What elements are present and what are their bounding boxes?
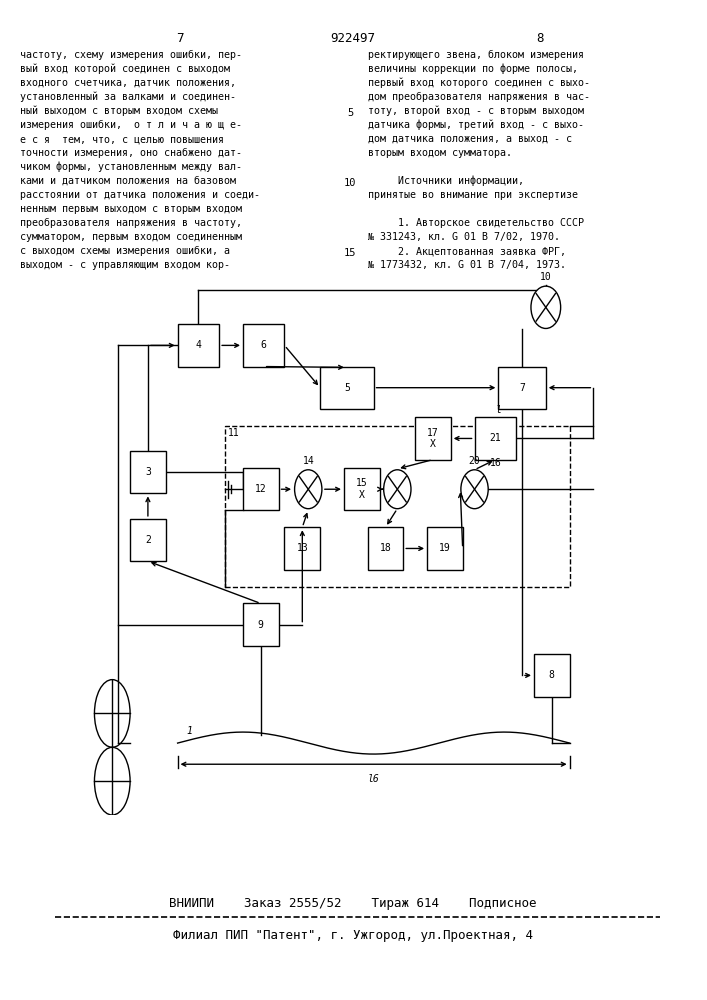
Text: 7: 7 <box>519 383 525 393</box>
Text: 15
X: 15 X <box>356 478 368 500</box>
Bar <box>130 451 165 493</box>
Text: 14: 14 <box>303 456 314 466</box>
Text: 8: 8 <box>549 670 555 680</box>
Text: 9: 9 <box>258 620 264 630</box>
Text: 7: 7 <box>176 32 184 45</box>
Text: тоту, второй вход - с вторым выходом: тоту, второй вход - с вторым выходом <box>368 106 584 116</box>
Text: дом датчика положения, а выход - с: дом датчика положения, а выход - с <box>368 134 572 144</box>
Text: 12: 12 <box>255 484 267 494</box>
Text: принятые во внимание при экспертизе: принятые во внимание при экспертизе <box>368 190 578 200</box>
Ellipse shape <box>95 747 130 815</box>
Text: величины коррекции по форме полосы,: величины коррекции по форме полосы, <box>368 64 578 75</box>
Bar <box>225 426 570 587</box>
Text: Филиал ПИП "Патент", г. Ужгород, ул.Проектная, 4: Филиал ПИП "Патент", г. Ужгород, ул.Прое… <box>173 928 533 942</box>
Text: 19: 19 <box>439 543 451 553</box>
Text: сумматором, первым входом соединенным: сумматором, первым входом соединенным <box>20 232 242 242</box>
Bar <box>177 324 219 367</box>
Text: 8: 8 <box>536 32 544 45</box>
Text: 4: 4 <box>195 340 201 350</box>
Text: 18: 18 <box>380 543 392 553</box>
Text: 15: 15 <box>344 248 356 258</box>
Text: ненным первым выходом с вторым входом: ненным первым выходом с вторым входом <box>20 204 242 214</box>
Text: измерения ошибки,  о т л и ч а ю щ е-: измерения ошибки, о т л и ч а ю щ е- <box>20 120 242 130</box>
Text: 2. Акцептованная заявка ФРГ,: 2. Акцептованная заявка ФРГ, <box>368 246 566 256</box>
Text: дом преобразователя напряжения в час-: дом преобразователя напряжения в час- <box>368 92 590 102</box>
Text: 13: 13 <box>296 543 308 553</box>
Text: первый вход которого соединен с выхо-: первый вход которого соединен с выхо- <box>368 78 590 89</box>
Text: входного счетчика, датчик положения,: входного счетчика, датчик положения, <box>20 78 236 88</box>
Text: ками и датчиком положения на базовом: ками и датчиком положения на базовом <box>20 176 236 186</box>
Text: ный выходом с вторым входом схемы: ный выходом с вторым входом схемы <box>20 106 218 116</box>
Text: 10: 10 <box>344 178 356 188</box>
Text: l6: l6 <box>368 774 380 784</box>
Text: Источники информации,: Источники информации, <box>368 176 524 186</box>
Bar <box>474 417 516 460</box>
Text: с выходом схемы измерения ошибки, а: с выходом схемы измерения ошибки, а <box>20 246 230 256</box>
Text: 20: 20 <box>469 456 481 466</box>
Bar <box>534 654 570 697</box>
Text: ректирующего звена, блоком измерения: ректирующего звена, блоком измерения <box>368 50 584 60</box>
Bar <box>415 417 451 460</box>
Text: чиком формы, установленным между вал-: чиком формы, установленным между вал- <box>20 162 242 172</box>
Text: установленный за валками и соединен-: установленный за валками и соединен- <box>20 92 236 103</box>
Bar <box>243 324 284 367</box>
Text: 3: 3 <box>145 467 151 477</box>
Bar <box>320 367 373 409</box>
Text: выходом - с управляющим входом кор-: выходом - с управляющим входом кор- <box>20 260 230 270</box>
Circle shape <box>461 470 489 509</box>
Text: 922497: 922497 <box>330 32 375 45</box>
Text: l: l <box>496 405 501 415</box>
Text: 1. Авторское свидетельство СССР: 1. Авторское свидетельство СССР <box>368 218 584 228</box>
Text: 6: 6 <box>261 340 267 350</box>
Text: 5: 5 <box>344 383 350 393</box>
Text: 11: 11 <box>228 428 239 438</box>
Text: датчика формы, третий вход - с выхо-: датчика формы, третий вход - с выхо- <box>368 120 584 130</box>
Text: 5: 5 <box>347 108 353 118</box>
Bar <box>344 468 380 510</box>
Bar <box>427 527 462 570</box>
Text: преобразователя напряжения в частоту,: преобразователя напряжения в частоту, <box>20 218 242 228</box>
Bar <box>284 527 320 570</box>
Text: 2: 2 <box>145 535 151 545</box>
Text: вторым входом сумматора.: вторым входом сумматора. <box>368 148 512 158</box>
Text: вый вход которой соединен с выходом: вый вход которой соединен с выходом <box>20 64 230 75</box>
Text: 21: 21 <box>489 433 501 443</box>
Circle shape <box>295 470 322 509</box>
Bar <box>498 367 546 409</box>
Text: расстоянии от датчика положения и соеди-: расстоянии от датчика положения и соеди- <box>20 190 260 200</box>
Text: 16: 16 <box>490 458 502 468</box>
Bar <box>368 527 403 570</box>
Circle shape <box>531 286 561 328</box>
Text: 1: 1 <box>187 726 192 736</box>
Bar <box>243 603 279 646</box>
Ellipse shape <box>95 680 130 747</box>
Text: № 331243, кл. G 01 B 7/02, 1970.: № 331243, кл. G 01 B 7/02, 1970. <box>368 232 560 242</box>
Text: е с я  тем, что, с целью повышения: е с я тем, что, с целью повышения <box>20 134 224 144</box>
Text: 17
X: 17 X <box>427 428 439 449</box>
Bar <box>130 519 165 561</box>
Text: 10: 10 <box>540 272 551 282</box>
Circle shape <box>384 470 411 509</box>
Text: частоту, схему измерения ошибки, пер-: частоту, схему измерения ошибки, пер- <box>20 50 242 60</box>
Text: № 1773432, кл. G 01 B 7/04, 1973.: № 1773432, кл. G 01 B 7/04, 1973. <box>368 260 566 270</box>
Bar <box>243 468 279 510</box>
Text: ВНИИПИ    Заказ 2555/52    Тираж 614    Подписное: ВНИИПИ Заказ 2555/52 Тираж 614 Подписное <box>169 896 537 910</box>
Text: точности измерения, оно снабжено дат-: точности измерения, оно снабжено дат- <box>20 148 242 158</box>
